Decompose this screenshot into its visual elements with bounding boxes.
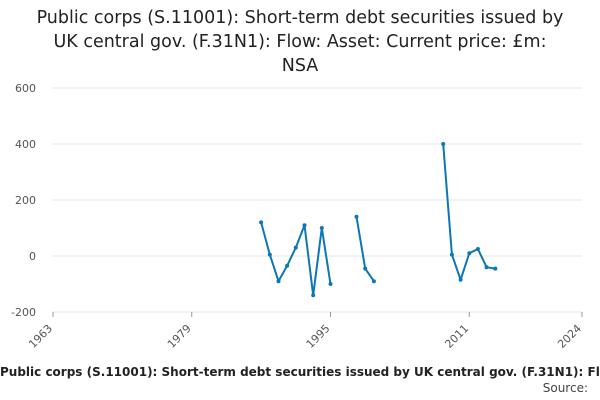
y-tick-label: 200 [15, 194, 36, 207]
x-axis-ticks: 1963 1979 1995 2011 2024 [26, 312, 584, 351]
data-point[interactable] [311, 293, 316, 298]
data-point[interactable] [371, 279, 376, 284]
data-point[interactable] [302, 223, 307, 228]
chart-title-line-2: UK central gov. (F.31N1): Flow: Asset: C… [53, 32, 547, 52]
x-tick-label: 1963 [26, 322, 55, 351]
chart-title-line-3: NSA [281, 56, 319, 76]
x-tick-label: 1979 [165, 322, 194, 351]
data-point[interactable] [363, 266, 368, 271]
series-group [259, 142, 498, 298]
data-point[interactable] [458, 277, 463, 282]
chart-title: Public corps (S.11001): Short-term debt … [0, 6, 600, 78]
y-tick-label: 0 [29, 250, 36, 263]
data-point[interactable] [259, 220, 264, 225]
data-point[interactable] [328, 282, 333, 286]
data-point[interactable] [354, 214, 359, 219]
y-axis-ticks: 600 400 200 0 -200 [11, 82, 36, 319]
data-point[interactable] [276, 279, 281, 284]
series-line [355, 216, 375, 282]
data-point[interactable] [441, 142, 446, 146]
x-axis-label-text: Public corps (S.11001): Short-term debt … [0, 365, 600, 379]
data-point[interactable] [319, 226, 324, 230]
series-line [442, 143, 496, 281]
y-tick-label: -200 [11, 306, 36, 319]
y-tick-label: 600 [15, 82, 36, 95]
data-point[interactable] [293, 245, 298, 250]
x-tick-label: 2024 [555, 322, 584, 351]
x-tick-label: 1995 [304, 322, 333, 351]
data-point[interactable] [467, 251, 472, 256]
data-point[interactable] [267, 252, 272, 257]
x-tick-label: 2011 [442, 322, 471, 351]
grid-lines [53, 87, 582, 313]
data-point[interactable] [493, 266, 498, 271]
data-point[interactable] [449, 252, 454, 257]
data-point[interactable] [484, 265, 489, 270]
y-tick-label: 400 [15, 138, 36, 151]
data-point[interactable] [285, 263, 290, 268]
source-label: Source: [542, 381, 588, 395]
x-axis-label: Public corps (S.11001): Short-term debt … [0, 365, 600, 379]
data-point[interactable] [475, 247, 480, 251]
series-line [260, 222, 332, 297]
chart-title-line-1: Public corps (S.11001): Short-term debt … [36, 8, 564, 28]
